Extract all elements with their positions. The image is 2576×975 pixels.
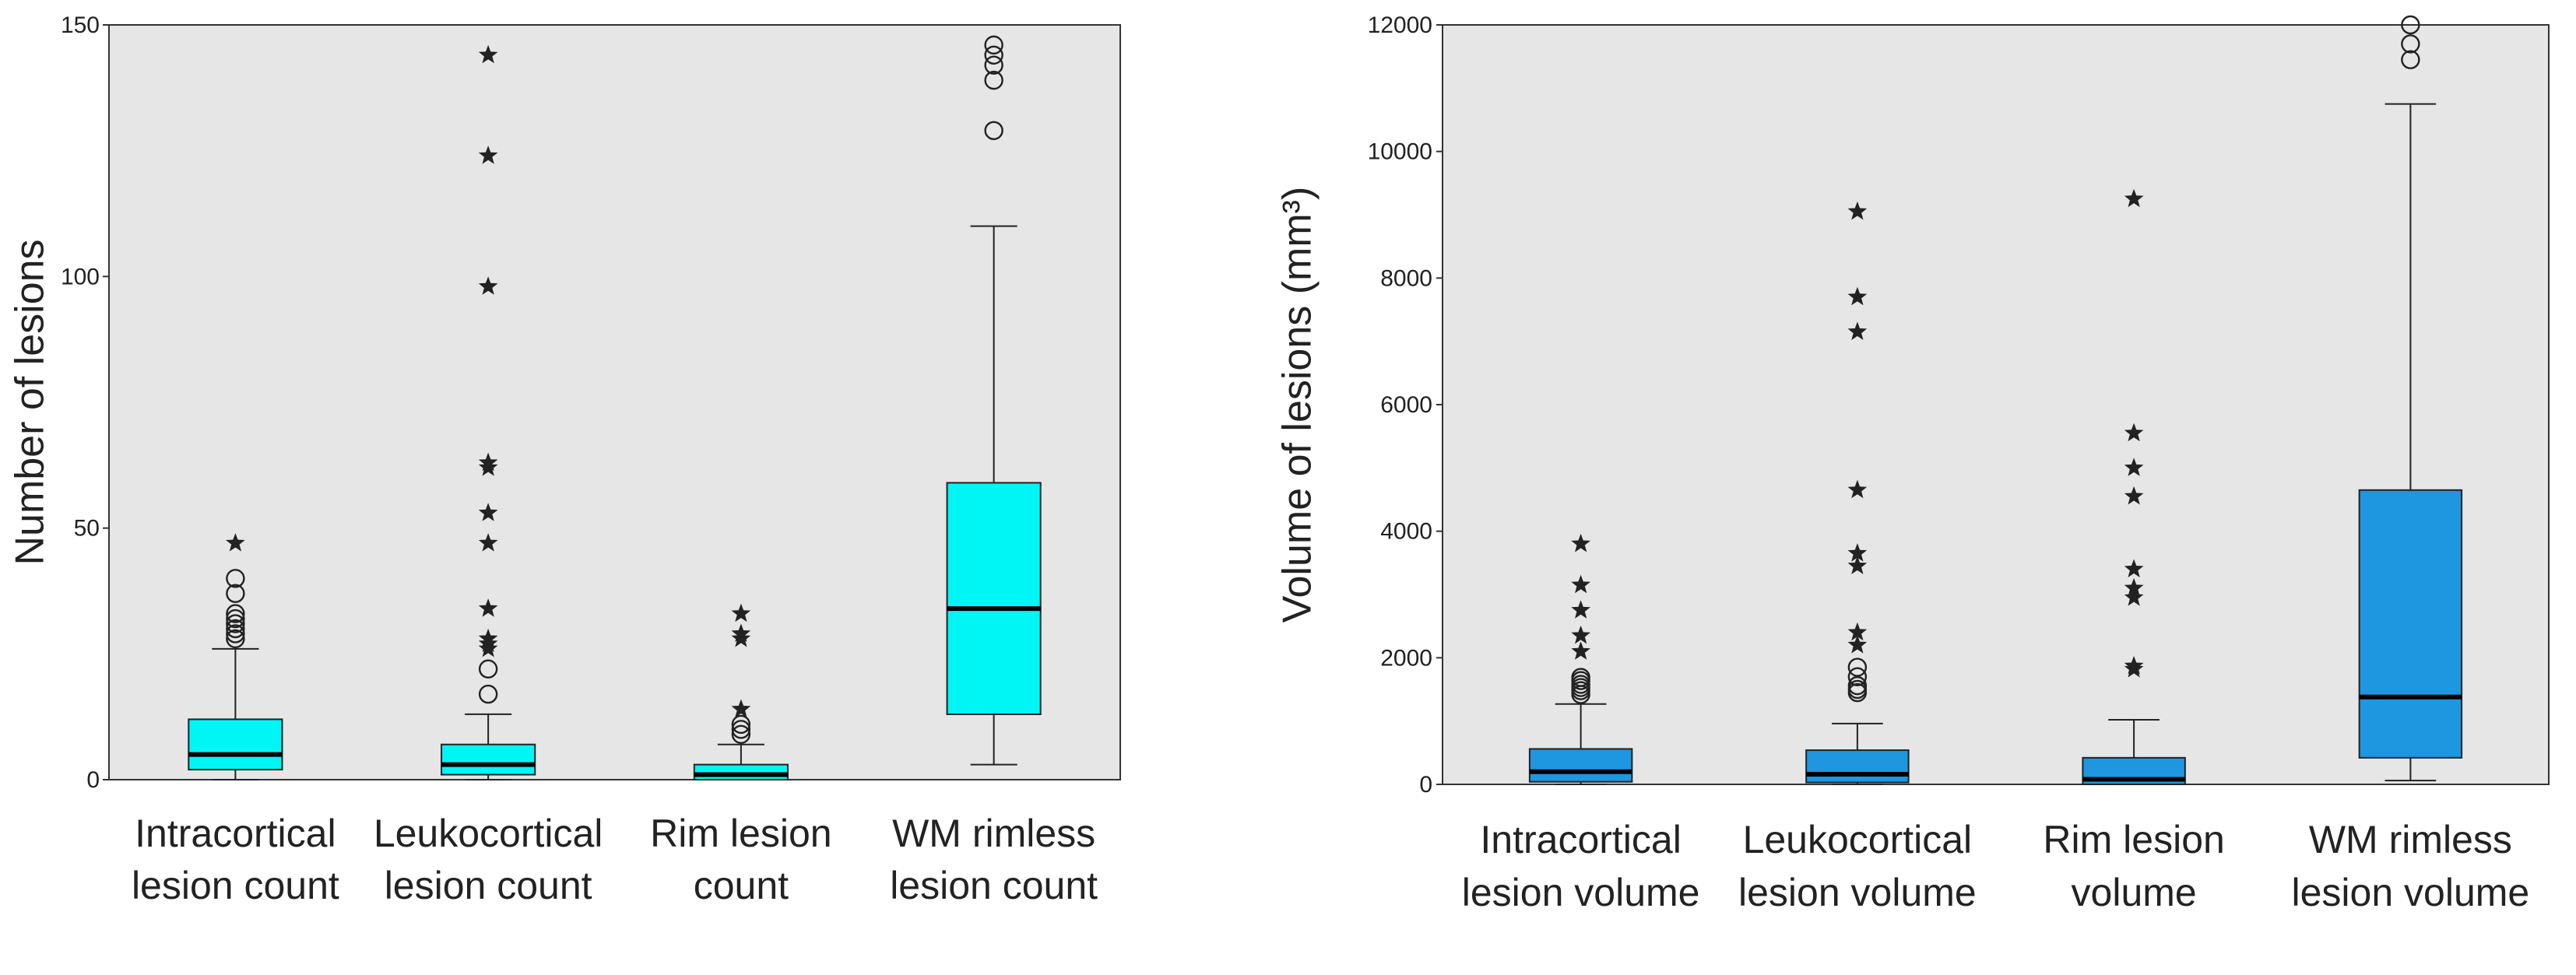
extreme-point <box>731 603 751 623</box>
outlier-point <box>226 624 245 644</box>
extreme-point <box>2124 655 2144 675</box>
extreme-point <box>2124 577 2144 597</box>
extreme-point <box>1847 321 1868 340</box>
box-iqr <box>2358 489 2463 759</box>
extreme-point <box>1571 600 1590 619</box>
outlier-point <box>731 720 751 739</box>
extreme-point <box>1571 574 1590 594</box>
extreme-point <box>478 628 498 647</box>
y-axis-label: Volume of lesions (mm³) <box>1275 187 1320 623</box>
chart-lesion-volume: 0 2000 4000 6000 8000 10000 12000 Volume of les… <box>1275 12 2550 914</box>
y-tick-label: 6000 <box>1380 392 1432 418</box>
extreme-point <box>1847 543 1868 562</box>
extreme-point <box>1847 286 1868 306</box>
category-label-line1: Rim lesion <box>2043 818 2224 861</box>
extreme-point <box>478 452 498 472</box>
outlier-point <box>478 684 498 704</box>
outlier-point <box>226 604 245 623</box>
outlier-point <box>731 714 751 735</box>
category-label-line2: lesion volume <box>2292 871 2530 914</box>
outlier-point <box>1847 675 1868 696</box>
outlier-point <box>984 121 1003 141</box>
outlier-point <box>1847 658 1868 677</box>
extreme-point <box>1847 635 1868 654</box>
y-tick-label: 8000 <box>1380 265 1432 291</box>
category-label-line1: WM rimless <box>892 812 1095 855</box>
box-iqr <box>1528 748 1633 783</box>
box-iqr <box>693 763 789 780</box>
extreme-point <box>2124 188 2144 208</box>
chart-lesion-count: 0 50 100 150 Number of lesions Intracortical l… <box>8 12 1121 907</box>
box-iqr <box>441 743 536 776</box>
category-label-line1: Leukocortical <box>1743 818 1973 861</box>
category-label-line2: count <box>694 864 789 907</box>
outlier-point <box>226 608 245 629</box>
category-label-line2: lesion count <box>385 864 592 907</box>
y-tick-label: 150 <box>61 12 100 38</box>
y-tick-label: 2000 <box>1380 645 1432 671</box>
y-tick-label: 50 <box>74 516 100 542</box>
category-label-line2: volume <box>2072 871 2197 914</box>
y-tick-label: 100 <box>61 264 100 289</box>
extreme-point <box>731 623 751 642</box>
extreme-point <box>478 276 498 295</box>
outlier-point <box>984 35 1003 55</box>
box-iqr <box>1805 749 1910 784</box>
box-iqr <box>946 482 1042 715</box>
y-tick-label: 10000 <box>1368 139 1432 165</box>
outlier-point <box>226 619 245 639</box>
outlier-point <box>984 45 1003 65</box>
extreme-point <box>226 533 245 552</box>
extreme-point <box>1571 641 1590 660</box>
extreme-point <box>1847 201 1868 220</box>
extreme-point <box>478 146 498 164</box>
category-label-line2: lesion volume <box>1462 871 1700 914</box>
box-iqr <box>188 718 283 771</box>
category-label-line2: lesion volume <box>1738 871 1977 914</box>
extreme-point <box>478 44 498 64</box>
outlier-point <box>731 724 751 744</box>
outlier-point <box>984 70 1003 90</box>
extreme-point <box>2124 458 2144 476</box>
extreme-point <box>2124 587 2144 606</box>
outlier-point <box>226 584 245 603</box>
outlier-point <box>2401 34 2420 54</box>
y-tick-label: 0 <box>1419 772 1432 798</box>
extreme-point <box>2124 423 2144 442</box>
extreme-point <box>478 533 498 552</box>
category-label-line1: Intracortical <box>135 812 336 855</box>
outlier-point <box>226 614 245 633</box>
outlier-point <box>1847 667 1868 686</box>
extreme-point <box>1847 556 1868 574</box>
outlier-point <box>226 629 245 649</box>
y-tick-label: 12000 <box>1368 12 1432 38</box>
category-label-line1: Leukocortical <box>374 812 603 855</box>
category-label-line1: Intracortical <box>1480 818 1681 861</box>
outlier-point <box>2401 15 2420 35</box>
extreme-point <box>2124 486 2144 505</box>
outlier-point <box>226 569 245 588</box>
extreme-point <box>1847 622 1868 641</box>
extreme-point <box>1571 625 1590 644</box>
extreme-point <box>731 699 751 717</box>
outlier-point <box>984 55 1003 75</box>
extreme-point <box>2124 559 2144 577</box>
outlier-point <box>2401 50 2420 69</box>
y-axis-label: Number of lesions <box>8 239 53 565</box>
category-label-line1: WM rimless <box>2309 818 2512 861</box>
outlier-point <box>478 659 498 679</box>
extreme-point <box>478 503 498 521</box>
y-tick-label: 4000 <box>1380 519 1432 545</box>
extreme-point <box>1571 533 1590 552</box>
category-label-line2: lesion count <box>132 864 339 907</box>
outlier-point <box>1571 668 1590 687</box>
category-label-line2: lesion count <box>890 864 1098 907</box>
category-label-line1: Rim lesion <box>650 812 831 855</box>
extreme-point <box>478 598 498 617</box>
y-tick-label: 0 <box>86 767 100 793</box>
extreme-point <box>1847 479 1868 499</box>
